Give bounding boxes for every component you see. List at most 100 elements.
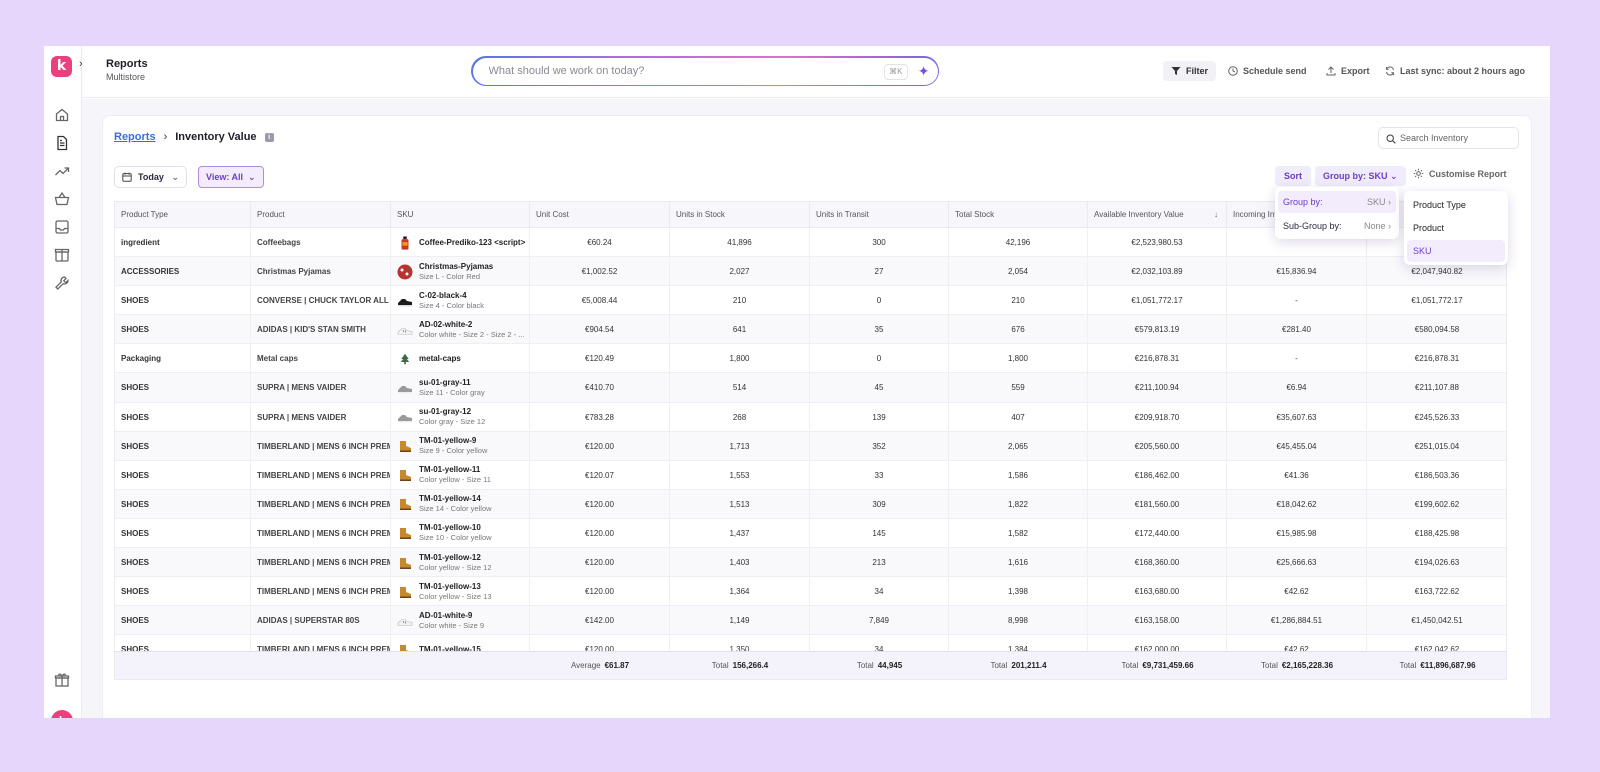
group-option-sku[interactable]: SKU (1407, 240, 1505, 262)
sku-code: TM-01-yellow-11 (419, 465, 481, 475)
schedule-send-button[interactable]: Schedule send (1228, 61, 1307, 81)
footer-label: Total (711, 661, 729, 670)
column-header[interactable]: Product (251, 202, 391, 228)
column-header[interactable]: Units in Transit (810, 202, 949, 228)
export-button[interactable]: Export (1326, 61, 1370, 81)
ask-input[interactable] (488, 64, 869, 77)
sku-code: Coffee-Prediko-123 <script> (419, 237, 526, 247)
report-card: Reports › Inventory Value i Today ⌄ View… (102, 115, 1532, 718)
table-row[interactable]: SHOES SUPRA | MENS VAIDER su-01-gray-11 Siz… (115, 373, 1506, 403)
table-row[interactable]: SHOES ADIDAS | KID'S STAN SMITH AD-02-whit… (115, 315, 1506, 345)
column-header[interactable]: Unit Cost (530, 202, 670, 228)
box-icon[interactable] (54, 247, 70, 263)
group-option-product-type[interactable]: Product Type (1413, 200, 1466, 210)
cell-in-transit: 352 (810, 431, 949, 461)
breadcrumb-reports-link[interactable]: Reports (114, 131, 156, 143)
cell-incoming: - (1227, 344, 1367, 374)
sku-text: TM-01-yellow-12 Color yellow - Size 12 (419, 553, 492, 573)
column-header[interactable]: Total Stock (949, 202, 1088, 228)
home-icon[interactable] (54, 107, 70, 123)
cell-unit-cost: €120.00 (530, 577, 670, 607)
table-row[interactable]: SHOES TIMBERLAND | MENS 6 INCH PREMI... TM… (115, 548, 1506, 578)
footer-value: €9,731,459.66 (1142, 661, 1194, 670)
cell-product: Christmas Pyjamas (251, 257, 391, 287)
table-row[interactable]: SHOES ADIDAS | SUPERSTAR 80S AD-01-white-9… (115, 606, 1506, 636)
group-by-option[interactable]: Group by: SKU › (1278, 191, 1396, 213)
cell-incoming: €15,985.98 (1227, 518, 1367, 548)
cell-product-type: SHOES (115, 460, 251, 490)
basket-icon[interactable] (54, 191, 70, 207)
sku-text: metal-caps (419, 354, 461, 364)
inbox-icon[interactable] (54, 219, 70, 235)
footer-total: Total 201,211.4 (949, 652, 1088, 679)
sync-status[interactable]: Last sync: about 2 hours ago (1385, 61, 1525, 81)
sku-variant: Size 9 - Color yellow (419, 446, 488, 456)
sku-text: su-01-gray-11 Size 11 - Color gray (419, 378, 485, 398)
sort-arrow-icon[interactable]: ↓ (1214, 210, 1218, 219)
cell-in-stock: 1,149 (670, 606, 810, 636)
footer-in-transit: Total 44,945 (810, 652, 949, 679)
table-row[interactable]: SHOES TIMBERLAND | MENS 6 INCH PREMI... TM… (115, 489, 1506, 519)
cell-in-transit: 0 (810, 286, 949, 316)
cell-in-transit: 7,849 (810, 606, 949, 636)
column-header[interactable]: Available Inventory Value ↓ (1088, 202, 1227, 228)
table-row[interactable]: SHOES TIMBERLAND | MENS 6 INCH PREMI... TM… (115, 577, 1506, 607)
cell-incoming: €35,607.63 (1227, 402, 1367, 432)
gift-icon[interactable] (54, 672, 70, 688)
table-row[interactable]: SHOES TIMBERLAND | MENS 6 INCH PREMI... TM… (115, 460, 1506, 490)
cell-in-transit: 34 (810, 635, 949, 665)
cell-in-transit: 145 (810, 518, 949, 548)
table-row[interactable]: ingredient Coffeebags Coffee-Prediko-123 <… (115, 228, 1506, 258)
cell-avail-value: €162,000.00 (1088, 635, 1227, 665)
chevron-right-icon[interactable]: › (79, 58, 83, 70)
cell-unit-cost: €410.70 (530, 373, 670, 403)
column-header[interactable]: SKU (391, 202, 530, 228)
cell-product-type: SHOES (115, 402, 251, 432)
sku-variant: Color white - Size 2 - Size 2 - ... (419, 329, 525, 339)
filter-button[interactable]: Filter (1163, 61, 1217, 81)
document-icon[interactable] (54, 135, 70, 151)
view-filter-button[interactable]: View: All ⌄ (198, 166, 264, 188)
customise-report-button[interactable]: Customise Report (1413, 168, 1507, 179)
sku-code: TM-01-yellow-14 (419, 494, 481, 504)
cell-unit-cost: €5,008.44 (530, 286, 670, 316)
sku-variant: Color gray - Size 12 (419, 417, 486, 427)
group-by-button[interactable]: Group by: SKU ⌄ (1315, 166, 1406, 186)
sub-group-by-option[interactable]: Sub-Group by: None › (1278, 215, 1396, 237)
table-row[interactable]: SHOES SUPRA | MENS VAIDER su-01-gray-12 Col… (115, 402, 1506, 432)
table-row[interactable]: ACCESSORIES Christmas Pyjamas Christmas-Py… (115, 257, 1506, 287)
wrench-icon[interactable] (54, 275, 70, 291)
table-row[interactable]: SHOES TIMBERLAND | MENS 6 INCH PREMI... TM… (115, 431, 1506, 461)
cell-in-stock: 2,027 (670, 257, 810, 287)
avatar[interactable]: k (51, 710, 73, 718)
trend-icon[interactable] (54, 163, 70, 179)
sku-code: TM-01-yellow-10 (419, 523, 481, 533)
sku-code: su-01-gray-11 (419, 377, 471, 387)
product-thumbnail (397, 467, 413, 483)
table-row[interactable]: Packaging Metal caps metal-caps €120.49 1,80… (115, 344, 1506, 374)
sort-button[interactable]: Sort (1275, 166, 1311, 186)
cell-product-type: SHOES (115, 548, 251, 578)
cell-avail-value: €209,918.70 (1088, 402, 1227, 432)
column-header[interactable]: Product Type (115, 202, 251, 228)
table-row[interactable]: SHOES TIMBERLAND | MENS 6 INCH PREMI... TM… (115, 518, 1506, 549)
export-icon (1326, 66, 1336, 76)
brand-logo[interactable]: k (51, 56, 72, 77)
footer-value: 201,211.4 (1011, 661, 1047, 670)
cell-in-stock: 1,800 (670, 344, 810, 374)
cell-avail-value: €205,560.00 (1088, 431, 1227, 461)
inventory-table: Product Type Product SKU Unit Cost Units in … (114, 201, 1507, 680)
search-input[interactable] (1400, 133, 1512, 143)
cell-product: Metal caps (251, 344, 391, 374)
sku-variant: Size 11 - Color gray (419, 387, 485, 397)
date-range-button[interactable]: Today ⌄ (114, 166, 187, 188)
group-option-product[interactable]: Product (1413, 223, 1445, 233)
column-header[interactable]: Units in Stock (670, 202, 810, 228)
sparkle-icon[interactable]: ✦ (917, 62, 930, 79)
header: Reports Multistore ⌘K ✦ Filter Schedule … (82, 46, 1550, 98)
cell-in-stock: 1,437 (670, 518, 810, 548)
sync-label: Last sync: about 2 hours ago (1400, 66, 1526, 76)
cell-total-value: €580,094.58 (1367, 315, 1506, 344)
info-icon[interactable]: i (264, 132, 274, 142)
